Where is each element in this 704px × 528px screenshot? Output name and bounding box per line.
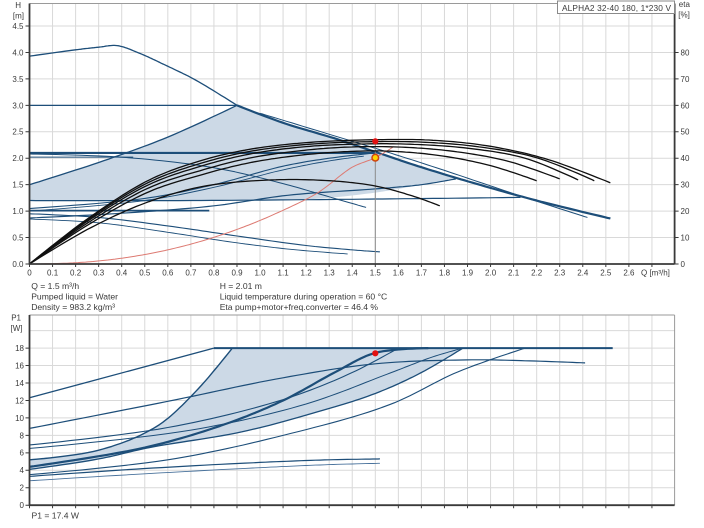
svg-text:10: 10 bbox=[681, 233, 690, 242]
svg-text:2.5: 2.5 bbox=[12, 128, 24, 137]
svg-text:50: 50 bbox=[681, 128, 690, 137]
svg-text:6: 6 bbox=[20, 449, 25, 458]
svg-text:[%]: [%] bbox=[678, 11, 690, 20]
svg-text:30: 30 bbox=[681, 181, 690, 190]
svg-text:70: 70 bbox=[681, 75, 690, 84]
svg-text:Q = 1.5 m³/h: Q = 1.5 m³/h bbox=[31, 281, 79, 291]
svg-text:3.5: 3.5 bbox=[12, 75, 24, 84]
svg-text:1.3: 1.3 bbox=[324, 268, 336, 277]
svg-text:P1: P1 bbox=[11, 314, 21, 323]
svg-text:4.5: 4.5 bbox=[12, 22, 24, 31]
svg-text:0.0: 0.0 bbox=[12, 260, 24, 269]
svg-text:H = 2.01 m: H = 2.01 m bbox=[220, 281, 262, 291]
svg-text:2.2: 2.2 bbox=[531, 268, 543, 277]
svg-text:0.4: 0.4 bbox=[116, 268, 128, 277]
svg-text:0.1: 0.1 bbox=[47, 268, 59, 277]
svg-text:ALPHA2 32-40 180, 1*230 V: ALPHA2 32-40 180, 1*230 V bbox=[562, 3, 671, 13]
svg-text:Pumped liquid = Water: Pumped liquid = Water bbox=[31, 292, 118, 302]
svg-text:0.3: 0.3 bbox=[93, 268, 105, 277]
svg-text:1.2: 1.2 bbox=[301, 268, 313, 277]
svg-text:1.5: 1.5 bbox=[12, 181, 24, 190]
svg-text:1.7: 1.7 bbox=[416, 268, 428, 277]
svg-text:1.5: 1.5 bbox=[370, 268, 382, 277]
svg-text:4: 4 bbox=[20, 466, 25, 475]
svg-text:3.0: 3.0 bbox=[12, 101, 24, 110]
svg-text:eta: eta bbox=[679, 0, 691, 9]
svg-text:1.0: 1.0 bbox=[12, 207, 24, 216]
svg-text:1.6: 1.6 bbox=[393, 268, 405, 277]
svg-text:0.8: 0.8 bbox=[208, 268, 220, 277]
svg-text:0.5: 0.5 bbox=[139, 268, 151, 277]
svg-text:P1 = 17.4 W: P1 = 17.4 W bbox=[32, 511, 80, 521]
svg-text:1.1: 1.1 bbox=[278, 268, 290, 277]
svg-text:Q [m³/h]: Q [m³/h] bbox=[641, 268, 670, 277]
svg-text:40: 40 bbox=[681, 154, 690, 163]
svg-text:2.0: 2.0 bbox=[12, 154, 24, 163]
svg-text:0: 0 bbox=[27, 268, 32, 277]
svg-text:20: 20 bbox=[681, 207, 690, 216]
svg-text:0.2: 0.2 bbox=[70, 268, 82, 277]
svg-text:0.9: 0.9 bbox=[231, 268, 243, 277]
svg-text:80: 80 bbox=[681, 48, 690, 57]
svg-text:[W]: [W] bbox=[11, 324, 23, 333]
svg-text:2.0: 2.0 bbox=[485, 268, 497, 277]
svg-text:16: 16 bbox=[15, 361, 24, 370]
svg-text:Liquid temperature during oper: Liquid temperature during operation = 60… bbox=[220, 292, 388, 302]
svg-text:1.4: 1.4 bbox=[347, 268, 359, 277]
svg-text:4.0: 4.0 bbox=[12, 48, 24, 57]
svg-text:60: 60 bbox=[681, 101, 690, 110]
svg-text:Density = 983.2 kg/m³: Density = 983.2 kg/m³ bbox=[31, 302, 115, 312]
svg-text:1.9: 1.9 bbox=[462, 268, 474, 277]
svg-text:2.1: 2.1 bbox=[508, 268, 520, 277]
svg-text:0: 0 bbox=[681, 260, 686, 269]
svg-text:[m]: [m] bbox=[13, 12, 24, 21]
svg-text:18: 18 bbox=[15, 344, 24, 353]
svg-text:Eta pump+motor+freq.converter: Eta pump+motor+freq.converter = 46.4 % bbox=[220, 302, 379, 312]
svg-text:0.7: 0.7 bbox=[185, 268, 197, 277]
svg-text:0: 0 bbox=[20, 501, 25, 510]
svg-text:10: 10 bbox=[15, 414, 24, 423]
svg-text:8: 8 bbox=[20, 431, 25, 440]
svg-text:2: 2 bbox=[20, 484, 25, 493]
svg-text:2.3: 2.3 bbox=[554, 268, 566, 277]
svg-text:1.0: 1.0 bbox=[254, 268, 266, 277]
svg-text:1.8: 1.8 bbox=[439, 268, 451, 277]
svg-text:0.5: 0.5 bbox=[12, 233, 24, 242]
svg-text:2.6: 2.6 bbox=[623, 268, 635, 277]
svg-text:2.5: 2.5 bbox=[600, 268, 612, 277]
svg-text:2.4: 2.4 bbox=[577, 268, 589, 277]
svg-text:12: 12 bbox=[15, 396, 24, 405]
svg-text:14: 14 bbox=[15, 379, 24, 388]
svg-text:0.6: 0.6 bbox=[162, 268, 174, 277]
svg-text:H: H bbox=[15, 1, 21, 10]
